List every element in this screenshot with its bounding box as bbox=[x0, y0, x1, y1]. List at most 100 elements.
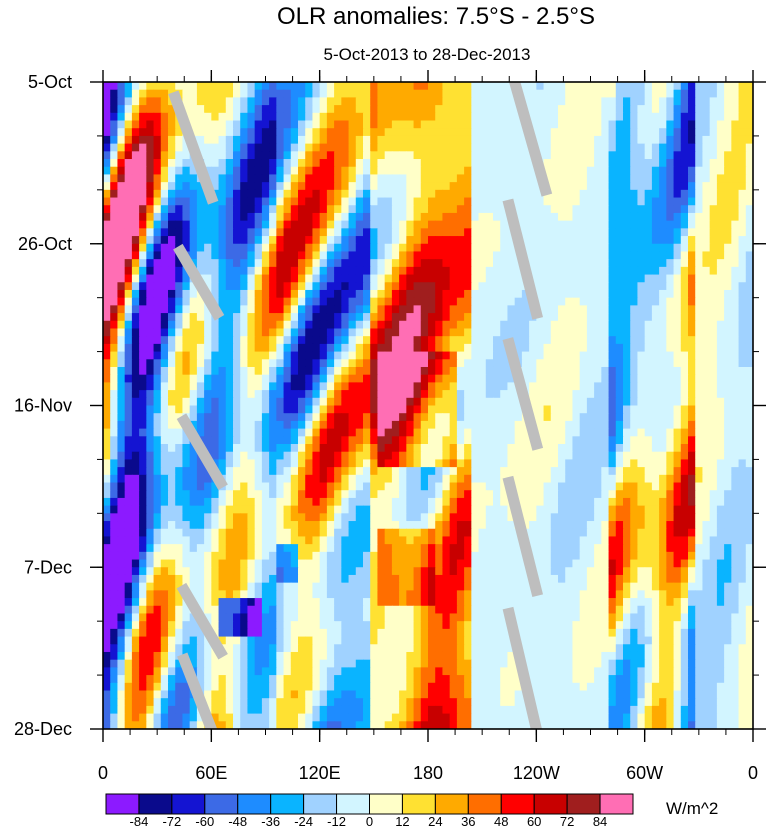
field-cell bbox=[543, 112, 552, 122]
field-cell bbox=[731, 174, 740, 183]
field-cell bbox=[579, 251, 588, 260]
field-cell bbox=[644, 366, 653, 376]
field-cell bbox=[659, 212, 667, 222]
field-cell bbox=[709, 151, 718, 160]
field-cell bbox=[724, 497, 732, 507]
field-cell bbox=[240, 490, 249, 499]
field-cell bbox=[586, 343, 595, 353]
field-cell bbox=[579, 236, 588, 245]
field-cell bbox=[384, 336, 393, 345]
field-cell bbox=[449, 259, 458, 268]
field-cell bbox=[139, 105, 147, 114]
field-cell bbox=[644, 444, 653, 453]
field-cell bbox=[579, 166, 588, 176]
field-cell bbox=[153, 243, 162, 253]
field-cell bbox=[565, 274, 574, 283]
field-cell bbox=[493, 420, 501, 430]
field-cell bbox=[103, 374, 111, 383]
field-cell bbox=[175, 420, 184, 430]
field-cell bbox=[550, 135, 559, 145]
field-cell bbox=[493, 197, 501, 206]
field-cell bbox=[558, 266, 566, 276]
field-cell bbox=[572, 343, 581, 353]
field-cell bbox=[276, 197, 285, 206]
field-cell bbox=[384, 105, 393, 114]
field-cell bbox=[688, 212, 696, 222]
field-cell bbox=[326, 112, 335, 122]
field-cell bbox=[420, 436, 429, 445]
field-cell bbox=[319, 397, 328, 407]
field-cell bbox=[103, 482, 111, 491]
field-cell bbox=[485, 89, 494, 98]
field-cell bbox=[615, 382, 624, 391]
field-cell bbox=[601, 243, 610, 253]
field-cell bbox=[680, 490, 689, 499]
field-cell bbox=[594, 474, 602, 484]
field-cell bbox=[449, 135, 458, 145]
field-cell bbox=[110, 189, 119, 199]
field-cell bbox=[334, 336, 342, 345]
field-cell bbox=[709, 182, 718, 191]
field-cell bbox=[420, 251, 429, 260]
field-cell bbox=[550, 336, 559, 345]
field-cell bbox=[247, 112, 256, 122]
field-cell bbox=[240, 220, 249, 229]
field-cell bbox=[319, 159, 328, 168]
field-cell bbox=[370, 105, 379, 114]
field-cell bbox=[168, 482, 176, 491]
field-cell bbox=[550, 482, 559, 491]
field-cell bbox=[348, 89, 357, 98]
field-cell bbox=[269, 243, 277, 253]
field-cell bbox=[204, 228, 212, 237]
field-cell bbox=[363, 228, 371, 237]
field-cell bbox=[507, 274, 516, 283]
field-cell bbox=[182, 274, 191, 283]
field-cell bbox=[305, 259, 314, 268]
field-cell bbox=[153, 112, 162, 122]
field-cell bbox=[659, 174, 667, 183]
field-cell bbox=[406, 444, 415, 453]
field-cell bbox=[579, 343, 588, 353]
field-cell bbox=[478, 474, 487, 484]
field-cell bbox=[189, 289, 198, 299]
field-cell bbox=[615, 128, 624, 137]
field-cell bbox=[276, 236, 285, 245]
field-cell bbox=[558, 474, 566, 484]
field-cell bbox=[319, 328, 328, 337]
field-cell bbox=[334, 205, 342, 214]
field-cell bbox=[312, 420, 321, 430]
field-cell bbox=[168, 490, 176, 499]
field-cell bbox=[341, 182, 350, 191]
field-cell bbox=[644, 320, 653, 330]
field-cell bbox=[500, 444, 509, 453]
field-cell bbox=[247, 174, 256, 183]
field-cell bbox=[558, 420, 566, 430]
field-cell bbox=[493, 497, 501, 507]
field-cell bbox=[601, 166, 610, 176]
field-cell bbox=[500, 359, 509, 368]
field-cell bbox=[651, 451, 660, 461]
field-cell bbox=[312, 413, 321, 422]
field-cell bbox=[326, 282, 335, 291]
field-cell bbox=[709, 220, 718, 229]
field-cell bbox=[731, 297, 740, 306]
field-cell bbox=[247, 135, 256, 145]
field-cell bbox=[543, 374, 552, 383]
field-cell bbox=[160, 205, 169, 214]
field-cell bbox=[370, 266, 379, 276]
field-cell bbox=[384, 436, 393, 445]
field-cell bbox=[413, 174, 422, 183]
field-cell bbox=[637, 105, 646, 114]
field-cell bbox=[666, 374, 675, 383]
field-cell bbox=[558, 397, 566, 407]
field-cell bbox=[211, 436, 220, 445]
field-cell bbox=[608, 205, 617, 214]
field-cell bbox=[673, 320, 682, 330]
field-cell bbox=[225, 413, 234, 422]
field-cell bbox=[175, 297, 184, 306]
field-cell bbox=[283, 143, 292, 152]
field-cell bbox=[738, 212, 747, 222]
field-cell bbox=[189, 497, 198, 507]
field-cell bbox=[680, 297, 689, 306]
field-cell bbox=[651, 459, 660, 468]
